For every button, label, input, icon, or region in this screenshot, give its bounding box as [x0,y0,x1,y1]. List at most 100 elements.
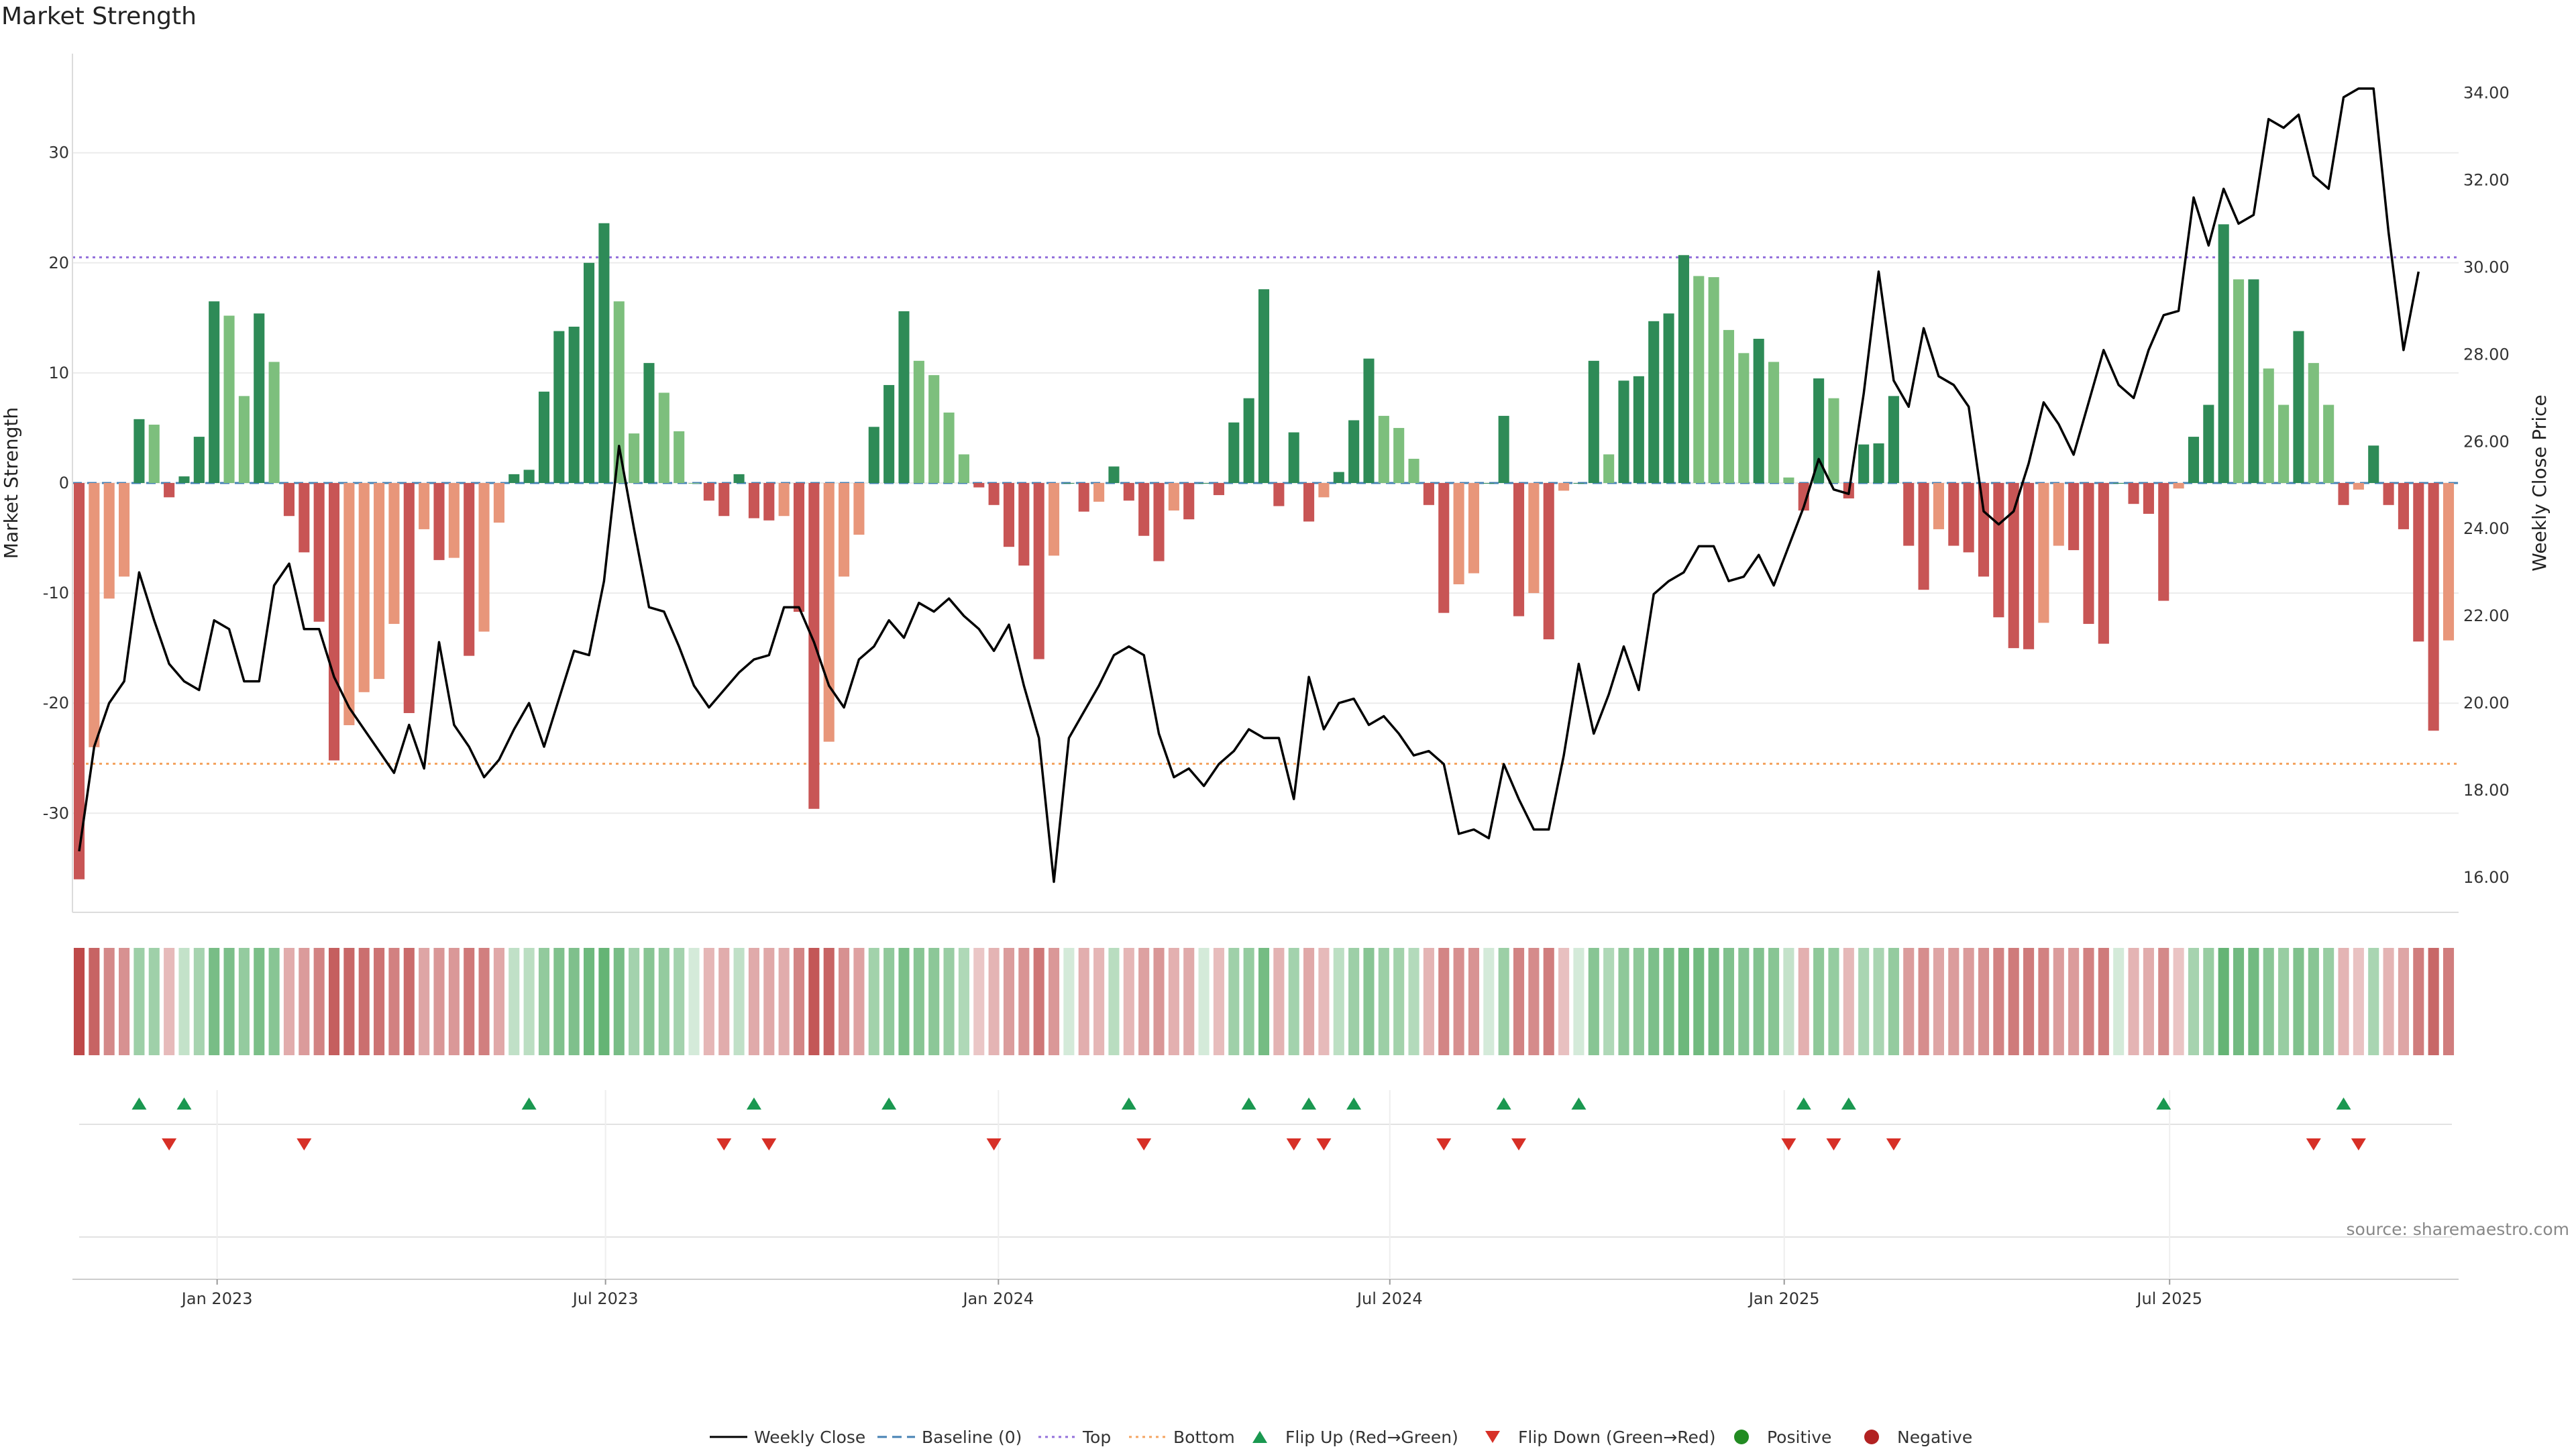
y-left-tick-label: 0 [59,474,69,492]
strength-bar [1438,483,1450,613]
strength-bar [1858,444,1870,483]
heat-cell [2443,948,2455,1055]
heat-cell [523,948,535,1055]
heat-cell [1303,948,1315,1055]
strength-bar [2398,483,2409,529]
strength-bar [2083,483,2094,625]
flip-up-marker [1571,1097,1587,1110]
flip-down-marker [1511,1138,1527,1150]
strength-bar [1783,477,1794,483]
x-tick-label: Jul 2023 [572,1289,639,1308]
strength-bar [209,301,220,483]
strength-bar [629,433,640,483]
y-left-tick-label: -10 [43,584,69,602]
strength-bar [553,331,565,483]
heat-cell [1483,948,1495,1055]
strength-bar [2173,483,2184,489]
strength-bar [1768,362,1780,483]
heat-cell [1723,948,1735,1055]
heat-cell [164,948,175,1055]
legend-label: Top [1082,1428,1111,1447]
y-right-tick-label: 34.00 [2463,83,2510,102]
heat-cell [1363,948,1375,1055]
strength-bar [1408,458,1419,483]
legend-swatch [1734,1430,1749,1444]
y-left-tick-label: 20 [48,254,69,272]
heat-cell [1078,948,1089,1055]
strength-bar [823,483,835,742]
strength-bar [883,384,895,483]
strength-bar [2008,483,2019,649]
strength-bar [2308,363,2319,483]
strength-bar [643,363,655,483]
heat-cell [1573,948,1585,1055]
heat-cell [733,948,745,1055]
heat-cell [464,948,475,1055]
heat-cell [943,948,955,1055]
flip-down-marker [761,1138,777,1150]
heat-cell [1288,948,1299,1055]
flip-up-marker [1241,1097,1256,1110]
strength-bar [778,483,790,517]
heat-cell [658,948,669,1055]
strength-bar [1123,483,1134,501]
strength-bar [73,483,85,879]
strength-bar [358,483,370,692]
heat-cell [2398,948,2409,1055]
strength-bar [1333,472,1344,483]
heat-cell [1678,948,1689,1055]
strength-bar [839,483,850,577]
strength-bar [1423,483,1434,505]
strength-bar [223,315,235,483]
strength-bar [988,483,1000,505]
strength-bars [73,223,2455,879]
strength-bar [178,476,190,483]
heat-cell [238,948,250,1055]
heat-cell [2233,948,2245,1055]
strength-bar [1048,483,1060,556]
strength-bar [419,483,430,529]
heat-cell [1813,948,1825,1055]
heat-cell [148,948,160,1055]
strength-bar [2233,279,2245,483]
x-tick-label: Jul 2025 [2135,1289,2202,1308]
strength-bar [898,311,910,483]
strength-bar [703,483,714,501]
heat-cell [2113,948,2125,1055]
heat-cell [1663,948,1674,1055]
strength-bar [1738,353,1750,483]
strength-bar [2413,483,2424,642]
heat-cell [763,948,775,1055]
heat-cell [1213,948,1224,1055]
strength-bar [1528,483,1540,594]
flip-up-marker [1841,1097,1856,1110]
heat-cell [1873,948,1884,1055]
strength-bar [193,437,205,483]
flip-down-marker [1286,1138,1301,1150]
heat-cell [508,948,520,1055]
heat-cell [2293,948,2304,1055]
heat-cell [1963,948,1974,1055]
heat-cell [629,948,640,1055]
flip-up-marker [1796,1097,1811,1110]
heat-cell [1528,948,1540,1055]
heat-cell [1753,948,1764,1055]
legend-label: Positive [1767,1428,1831,1447]
heat-cell [2158,948,2169,1055]
chart-title: Market Strength [1,3,197,30]
strength-bar [1363,358,1375,483]
strength-bar [868,427,879,483]
heat-cell [1138,948,1150,1055]
heat-cell [328,948,340,1055]
y-right-tick-label: 26.00 [2463,432,2510,451]
strength-bar [133,419,145,483]
strength-bar [1813,378,1825,483]
heat-cell [388,948,400,1055]
heat-cell [1198,948,1210,1055]
heat-cell [254,948,265,1055]
heat-cell [1408,948,1419,1055]
strength-bar [1693,276,1705,483]
heat-cell [343,948,355,1055]
heat-cell [1348,948,1360,1055]
strength-bar [1243,398,1254,483]
